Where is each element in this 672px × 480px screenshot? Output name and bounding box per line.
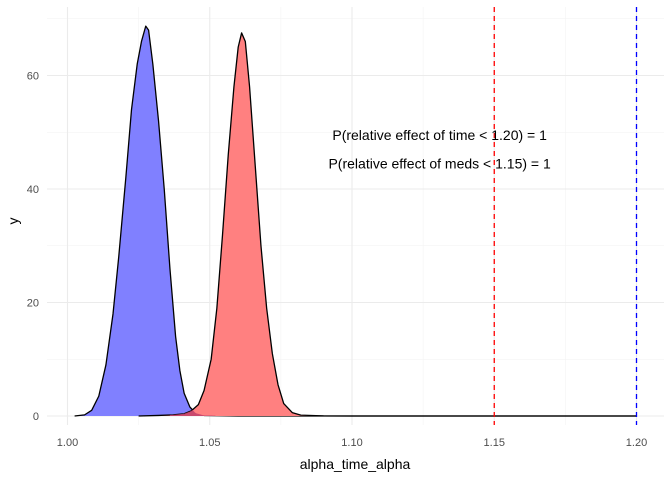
x-axis-title: alpha_time_alpha xyxy=(300,456,411,472)
density-area-2 xyxy=(138,32,637,416)
x-tick-label: 1.00 xyxy=(57,437,78,449)
density-overlap xyxy=(169,410,216,416)
annotation-2: P(relative effect of meds < 1.15) = 1 xyxy=(328,155,551,171)
annotations: P(relative effect of time < 1.20) = 1 P(r… xyxy=(328,127,551,171)
y-tick-label: 40 xyxy=(27,184,39,196)
annotation-1: P(relative effect of time < 1.20) = 1 xyxy=(332,127,547,143)
x-tick-label: 1.05 xyxy=(199,437,220,449)
y-tick-label: 0 xyxy=(33,411,39,423)
x-tick-label: 1.20 xyxy=(626,437,647,449)
density-line-2 xyxy=(138,32,637,417)
x-tick-label: 1.15 xyxy=(484,437,505,449)
density-areas xyxy=(74,25,637,417)
reference-lines xyxy=(493,7,638,425)
density-area-1 xyxy=(74,26,637,416)
x-tick-label: 1.10 xyxy=(341,437,362,449)
axis-ticks: 1.00 1.05 1.10 1.15 1.20 0 20 40 60 xyxy=(27,71,647,450)
y-axis-title: y xyxy=(5,218,21,225)
y-tick-label: 20 xyxy=(27,298,39,310)
y-tick-label: 60 xyxy=(27,71,39,83)
